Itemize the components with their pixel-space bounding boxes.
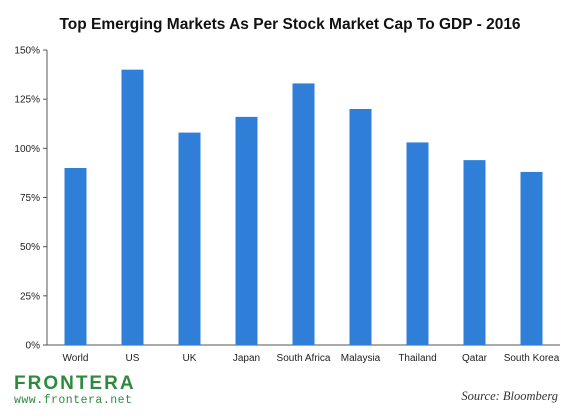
bar-thailand	[406, 142, 429, 345]
bar-south-africa	[292, 83, 315, 345]
source-note: Source: Bloomberg	[461, 389, 558, 403]
x-tick-label: World	[63, 353, 89, 364]
y-tick-label: 50%	[20, 242, 40, 253]
x-tick-label: Malaysia	[341, 353, 381, 364]
y-tick-label: 75%	[20, 193, 40, 204]
y-tick-label: 0%	[26, 341, 41, 352]
frontera-logo: FRONTERA www.frontera.net	[14, 374, 136, 408]
bar-us	[121, 69, 144, 346]
x-tick-label: UK	[183, 353, 197, 364]
y-tick-label: 100%	[14, 144, 40, 155]
x-tick-label: Japan	[233, 353, 260, 364]
bar-malaysia	[349, 109, 372, 345]
chart-title: Top Emerging Markets As Per Stock Market…	[59, 16, 521, 33]
y-tick-label: 25%	[20, 291, 40, 302]
bar-world	[64, 168, 87, 345]
bar-south-korea	[520, 171, 543, 345]
bars	[64, 69, 543, 346]
bar-uk	[178, 132, 201, 345]
x-tick-label: Qatar	[462, 353, 488, 364]
logo-url: www.frontera.net	[14, 394, 133, 407]
x-tick-label: Thailand	[398, 353, 436, 364]
bar-qatar	[463, 160, 486, 345]
x-axis-labels: World US UK Japan South Africa Malaysia Thaila…	[63, 353, 560, 364]
bar-japan	[235, 116, 258, 345]
logo-text: FRONTERA	[14, 373, 136, 394]
x-tick-label: US	[126, 353, 140, 364]
y-tick-label: 150%	[14, 46, 40, 57]
y-tick-label: 125%	[14, 95, 40, 106]
x-tick-label: South Korea	[504, 353, 560, 364]
x-tick-label: South Africa	[277, 353, 331, 364]
